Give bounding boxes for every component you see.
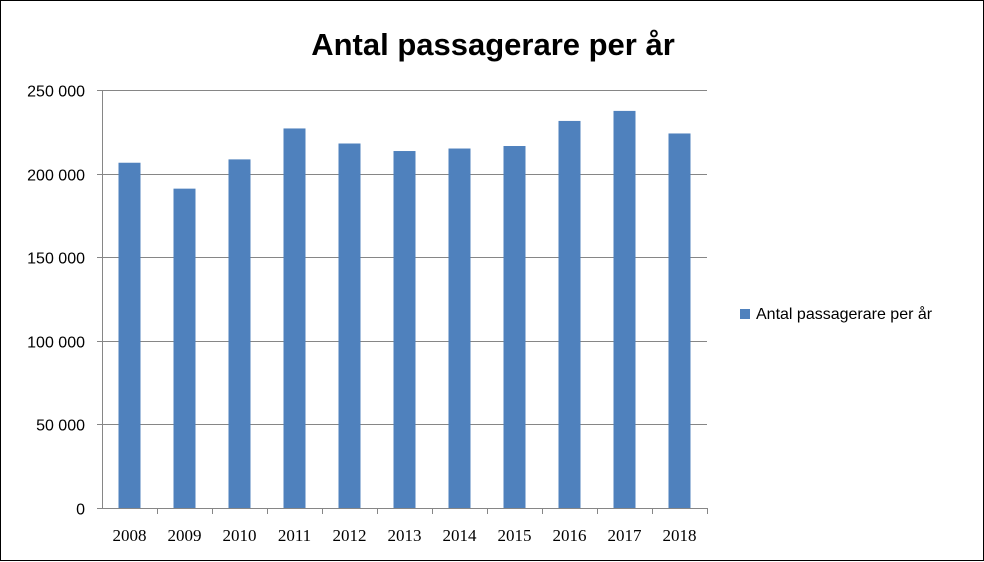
x-tick-labels: 2008 2009 2010 2011 2012 2013 2014 2015 2016 2017…	[113, 526, 697, 545]
x-tick-label: 2011	[278, 526, 311, 545]
y-tick-label: 50 000	[36, 418, 85, 435]
bars	[118, 110, 691, 509]
x-tick-label: 2017	[608, 526, 643, 545]
bar	[668, 133, 691, 509]
x-tick-label: 2010	[223, 526, 257, 545]
bar	[503, 146, 526, 508]
x-tick-label: 2018	[663, 526, 697, 545]
y-tick-label: 0	[76, 502, 85, 519]
axes	[97, 90, 708, 514]
chart-title: Antal passagerare per år	[311, 27, 675, 62]
x-tick-label: 2008	[113, 526, 147, 545]
y-tick-labels: 0 50 000 100 000 150 000 200 000 250 000	[27, 84, 85, 519]
y-tick-label: 150 000	[27, 251, 85, 268]
bar	[558, 120, 581, 508]
x-tick-label: 2013	[388, 526, 422, 545]
bar	[283, 128, 306, 508]
legend-label: Antal passagerare per år	[756, 305, 933, 323]
bar	[448, 148, 471, 508]
legend: Antal passagerare per år	[740, 305, 933, 323]
x-tick-label: 2015	[498, 526, 532, 545]
bar	[393, 151, 416, 508]
x-tick-label: 2016	[553, 526, 587, 545]
bar	[613, 110, 636, 509]
bar	[228, 159, 251, 508]
bar	[338, 143, 361, 508]
legend-swatch	[740, 309, 750, 319]
x-tick-label: 2014	[443, 526, 478, 545]
y-tick-label: 200 000	[27, 168, 85, 185]
x-tick-label: 2009	[168, 526, 202, 545]
x-tick-label: 2012	[333, 526, 367, 545]
y-tick-label: 100 000	[27, 335, 85, 352]
bar	[118, 162, 141, 508]
bar	[173, 188, 196, 508]
y-tick-label: 250 000	[27, 84, 85, 101]
